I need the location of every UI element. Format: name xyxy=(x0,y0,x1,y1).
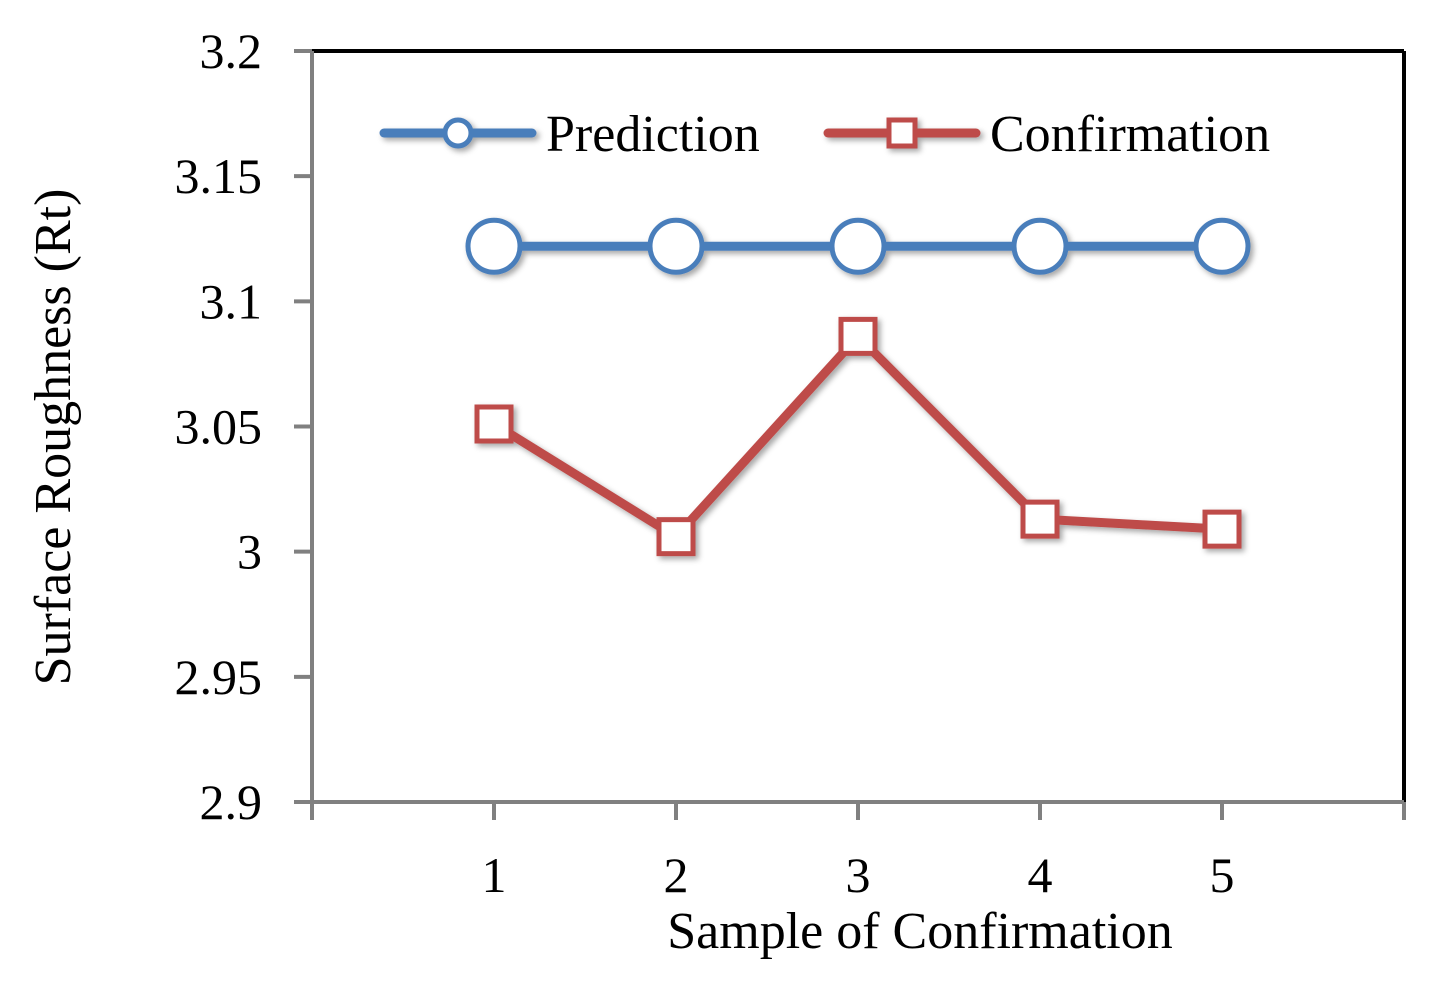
y-tick-label: 3.05 xyxy=(175,399,263,455)
x-axis-ticks: 1 2 3 4 5 xyxy=(310,802,1406,903)
legend-marker xyxy=(886,117,918,149)
legend-item-prediction: Prediction xyxy=(379,106,760,163)
data-point-prediction xyxy=(1193,217,1251,275)
series-line-confirmation xyxy=(489,331,1227,542)
data-point-prediction xyxy=(829,217,887,275)
y-tick-label: 3.1 xyxy=(200,273,263,329)
series-prediction xyxy=(465,217,1251,275)
series-layer xyxy=(465,217,1251,557)
x-axis-title: Sample of Confirmation xyxy=(667,903,1172,960)
y-tick-label: 3 xyxy=(237,524,262,580)
legend-swatch xyxy=(823,117,981,149)
series-confirmation xyxy=(474,316,1242,557)
y-axis-ticks: 2.9 2.95 3 3.05 3.1 3.15 3.2 xyxy=(175,23,312,830)
y-tick-label: 2.9 xyxy=(200,774,263,830)
data-point-prediction xyxy=(647,217,705,275)
data-point-confirmation xyxy=(1202,509,1242,549)
legend-label: Confirmation xyxy=(990,106,1270,163)
data-point-confirmation xyxy=(656,517,696,557)
legend-swatch xyxy=(379,117,537,149)
x-tick-label: 5 xyxy=(1210,847,1235,903)
data-point-confirmation xyxy=(1020,499,1060,539)
x-tick-label: 2 xyxy=(664,847,689,903)
y-tick-label: 2.95 xyxy=(175,649,263,705)
x-tick-label: 3 xyxy=(846,847,871,903)
legend-label: Prediction xyxy=(546,106,760,163)
x-tick-label: 4 xyxy=(1028,847,1053,903)
legend-item-confirmation: Confirmation xyxy=(823,106,1270,163)
y-tick-label: 3.15 xyxy=(175,148,263,204)
data-point-prediction xyxy=(465,217,523,275)
x-tick-label: 1 xyxy=(482,847,507,903)
data-point-confirmation xyxy=(838,316,878,356)
data-point-prediction xyxy=(1011,217,1069,275)
y-tick-label: 3.2 xyxy=(200,23,263,79)
data-point-confirmation xyxy=(474,404,514,444)
legend-marker xyxy=(442,117,474,149)
y-axis-title: Surface Roughness (Rt) xyxy=(25,189,82,686)
legend: Prediction Confirmation xyxy=(379,106,1270,163)
